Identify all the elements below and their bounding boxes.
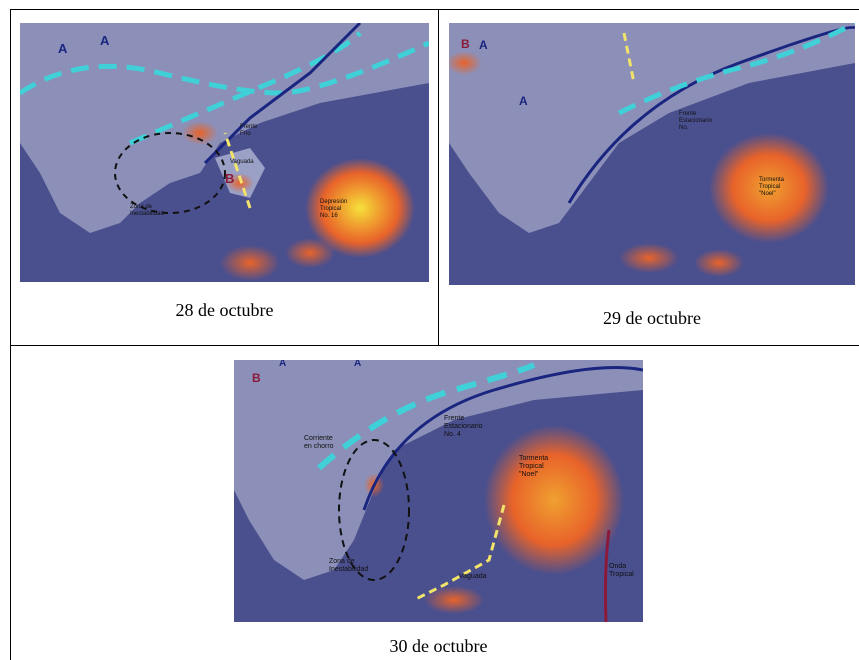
- low-label: B: [461, 37, 470, 51]
- high-label-1: A: [279, 360, 286, 369]
- satellite-map-oct-29: B A A Frente Estacionario No. Tormenta Trop…: [449, 23, 855, 285]
- high-label-2: A: [354, 360, 361, 369]
- wave-label: Onda Tropical: [609, 563, 634, 578]
- high-label-2: A: [100, 33, 110, 48]
- low-label: B: [225, 171, 234, 186]
- low-label: B: [252, 371, 261, 385]
- satellite-map-oct-30: B A A Corriente en chorro Frente Estaciona…: [234, 360, 643, 622]
- high-label-1: A: [58, 41, 68, 56]
- high-label-2: A: [519, 94, 528, 108]
- caption-oct-29: 29 de octubre: [603, 308, 701, 328]
- high-label-1: A: [479, 38, 488, 52]
- trough-label: Vaguada: [459, 573, 487, 580]
- satellite-map-oct-28: A A B Depresión Tropical No. 16 Zona de Ine…: [20, 23, 429, 282]
- table-top-border: [10, 9, 859, 10]
- storm-label: Depresión Tropical No. 16: [320, 199, 347, 219]
- zone-label: Zona de Inestabilidad: [130, 204, 164, 217]
- trough-label: Vaguada: [230, 159, 254, 165]
- caption-oct-28: 28 de octubre: [175, 300, 274, 320]
- zone-label: Zona de Inestabilidad: [329, 558, 368, 573]
- front-label: Frente Frío: [240, 124, 258, 137]
- table-center-divider: [438, 9, 439, 345]
- caption-oct-30: 30 de octubre: [389, 636, 488, 656]
- front-label: Frente Estacionario No.: [679, 111, 713, 131]
- table-left-border: [10, 9, 11, 660]
- storm-label: Tormenta Tropical "Noel": [519, 455, 548, 478]
- front-label: Frente Estacionario No. 4: [444, 415, 483, 438]
- storm-label: Tormenta Tropical "Noel": [759, 177, 785, 197]
- current-label: Corriente en chorro: [304, 435, 334, 450]
- table-middle-border: [10, 345, 859, 346]
